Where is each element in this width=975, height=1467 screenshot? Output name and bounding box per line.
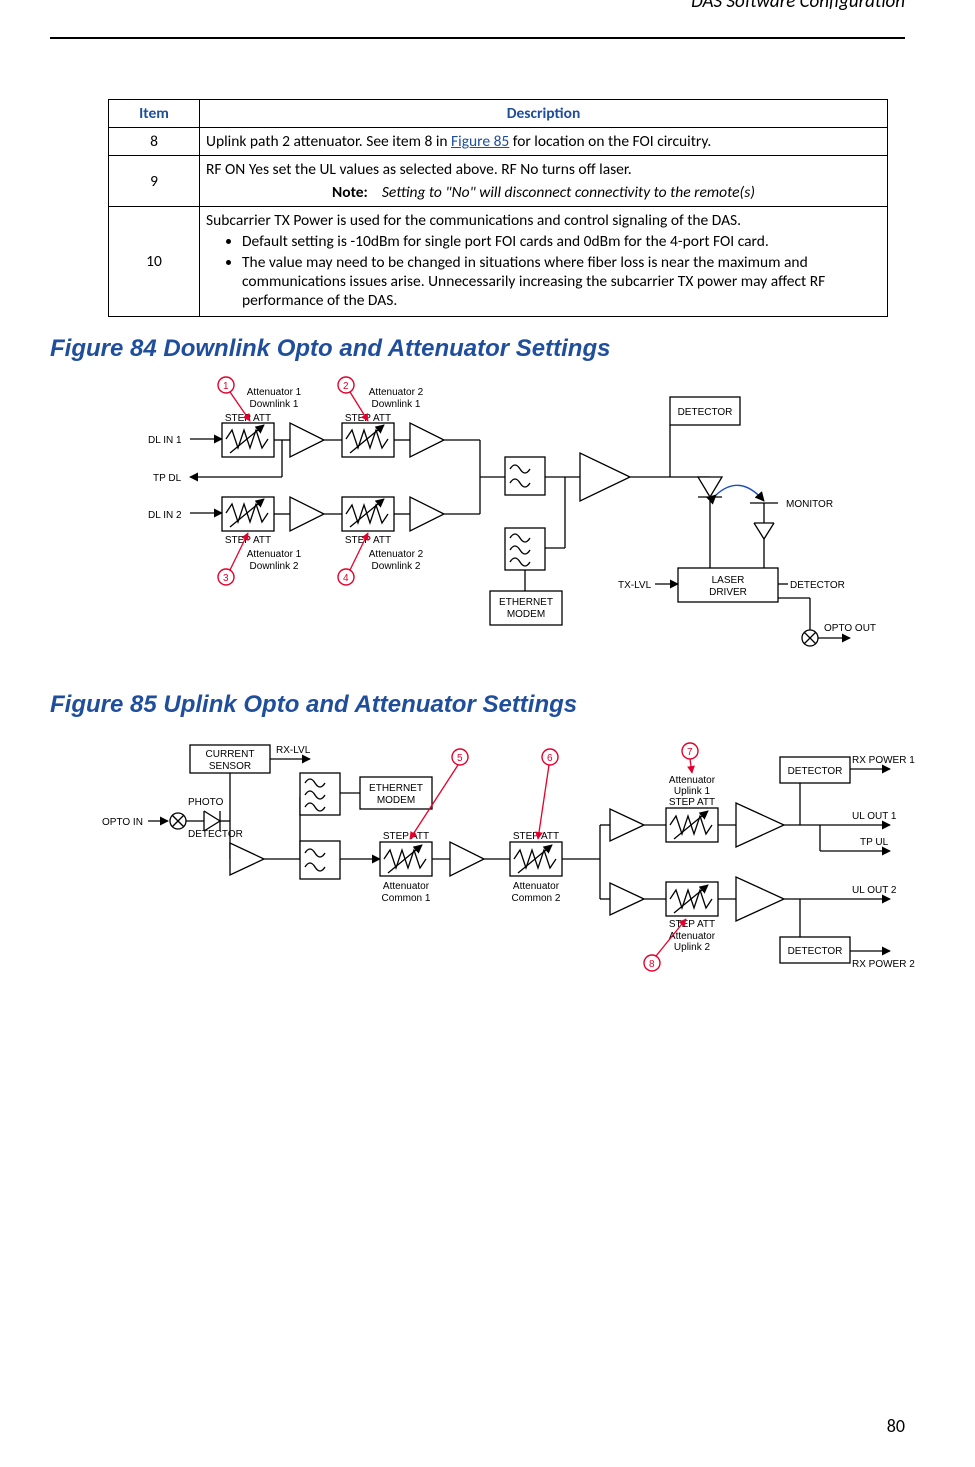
cell-item: 9 xyxy=(109,156,200,207)
label-laser: LASER xyxy=(712,575,745,586)
label-att1-dl2b: Downlink 2 xyxy=(250,561,299,572)
label-dl-in-1: DL IN 1 xyxy=(148,435,182,446)
label-att1-dl1: Attenuator 1 xyxy=(247,387,302,398)
label-step-att: STEP ATT xyxy=(345,413,391,424)
figure-link[interactable]: Figure 85 xyxy=(451,132,509,151)
label-step-att: STEP ATT xyxy=(513,831,559,842)
cell-desc: RF ON Yes set the UL values as selected … xyxy=(200,156,888,207)
label-photo: PHOTO xyxy=(188,797,224,808)
table-row: 8 Uplink path 2 attenuator. See item 8 i… xyxy=(109,128,888,156)
label-tx-lvl: TX-LVL xyxy=(618,580,652,591)
figure84-diagram: DL IN 1 TP DL DL IN 2 STEP ATT STEP ATT xyxy=(110,373,930,673)
label-att1-dl2: Attenuator 1 xyxy=(247,549,302,560)
running-header: DAS Software Configuration xyxy=(50,0,905,13)
note-body: Setting to "No" will disconnect connecti… xyxy=(382,183,755,202)
label-rxp1: RX POWER 1 xyxy=(852,755,915,766)
label-att-c2b: Common 2 xyxy=(512,893,561,904)
table-row: 9 RF ON Yes set the UL values as selecte… xyxy=(109,156,888,207)
label-step-att: STEP ATT xyxy=(225,535,271,546)
label-detector: DETECTOR xyxy=(678,407,733,418)
label-monitor: MONITOR xyxy=(786,499,833,510)
item-description-table: Item Description 8 Uplink path 2 attenua… xyxy=(108,99,888,317)
label-att1-dl1b: Downlink 1 xyxy=(250,399,299,410)
text: Uplink path 2 attenuator. See item 8 in xyxy=(206,132,451,151)
figure85-diagram: OPTO IN PHOTO DETECTOR CURRENT SENSOR RX… xyxy=(100,729,940,979)
label-detector: DETECTOR xyxy=(788,766,843,777)
label-att2-dl2b: Downlink 2 xyxy=(372,561,421,572)
label-detector: DETECTOR xyxy=(790,580,845,591)
label-att-ul2b: Uplink 2 xyxy=(674,942,711,953)
label-att-c1a: Attenuator xyxy=(383,881,430,892)
label-ulout2: UL OUT 2 xyxy=(852,885,897,896)
cell-desc: Subcarrier TX Power is used for the comm… xyxy=(200,207,888,317)
callout-6: 6 xyxy=(547,753,553,764)
label-ulout1: UL OUT 1 xyxy=(852,811,897,822)
page-number: 80 xyxy=(887,1415,905,1437)
text: for location on the FOI circuitry. xyxy=(509,132,711,151)
text: RF ON Yes set the UL values as selected … xyxy=(206,160,881,179)
col-desc: Description xyxy=(200,100,888,128)
label-step-att: STEP ATT xyxy=(669,797,715,808)
label-ethernet: ETHERNET xyxy=(499,597,553,608)
note-label: Note: xyxy=(332,183,368,202)
label-photodet: DETECTOR xyxy=(188,829,243,840)
callout-4: 4 xyxy=(343,573,349,584)
label-modem: MODEM xyxy=(377,795,415,806)
label-tpul: TP UL xyxy=(860,837,889,848)
label-att-ul2a: Attenuator xyxy=(669,931,716,942)
figure85-heading: Figure 85 Uplink Opto and Attenuator Set… xyxy=(50,691,905,719)
label-opto-in: OPTO IN xyxy=(102,817,143,828)
label-driver: DRIVER xyxy=(709,587,747,598)
label-rxp2: RX POWER 2 xyxy=(852,959,915,970)
label-att-ul1a: Attenuator xyxy=(669,775,716,786)
label-dl-in-2: DL IN 2 xyxy=(148,510,182,521)
label-step-att: STEP ATT xyxy=(383,831,429,842)
label-current: CURRENT xyxy=(206,749,255,760)
text: Subcarrier TX Power is used for the comm… xyxy=(206,211,881,230)
callout-1: 1 xyxy=(223,381,229,392)
label-modem: MODEM xyxy=(507,609,545,620)
label-att2-dl2: Attenuator 2 xyxy=(369,549,424,560)
figure84-heading: Figure 84 Downlink Opto and Attenuator S… xyxy=(50,335,905,363)
label-step-att: STEP ATT xyxy=(669,919,715,930)
callout-3: 3 xyxy=(223,573,229,584)
cell-desc: Uplink path 2 attenuator. See item 8 in … xyxy=(200,128,888,156)
label-ethernet: ETHERNET xyxy=(369,783,423,794)
label-opto-out: OPTO OUT xyxy=(824,623,876,634)
label-att2-dl1b: Downlink 1 xyxy=(372,399,421,410)
bullet: The value may need to be changed in situ… xyxy=(242,253,881,310)
label-sensor: SENSOR xyxy=(209,761,251,772)
header-rule xyxy=(50,37,905,39)
cell-item: 10 xyxy=(109,207,200,317)
label-att-c2a: Attenuator xyxy=(513,881,560,892)
bullet: Default setting is -10dBm for single por… xyxy=(242,232,881,251)
label-step-att: STEP ATT xyxy=(345,535,391,546)
callout-7: 7 xyxy=(687,747,693,758)
callout-2: 2 xyxy=(343,381,349,392)
label-att-c1b: Common 1 xyxy=(382,893,431,904)
cell-item: 8 xyxy=(109,128,200,156)
label-att2-dl1: Attenuator 2 xyxy=(369,387,424,398)
table-row: 10 Subcarrier TX Power is used for the c… xyxy=(109,207,888,317)
col-item: Item xyxy=(109,100,200,128)
label-rx-lvl: RX-LVL xyxy=(276,745,311,756)
callout-8: 8 xyxy=(649,959,655,970)
label-detector: DETECTOR xyxy=(788,946,843,957)
label-att-ul1b: Uplink 1 xyxy=(674,786,711,797)
label-tp-dl: TP DL xyxy=(153,473,182,484)
callout-5: 5 xyxy=(457,753,463,764)
